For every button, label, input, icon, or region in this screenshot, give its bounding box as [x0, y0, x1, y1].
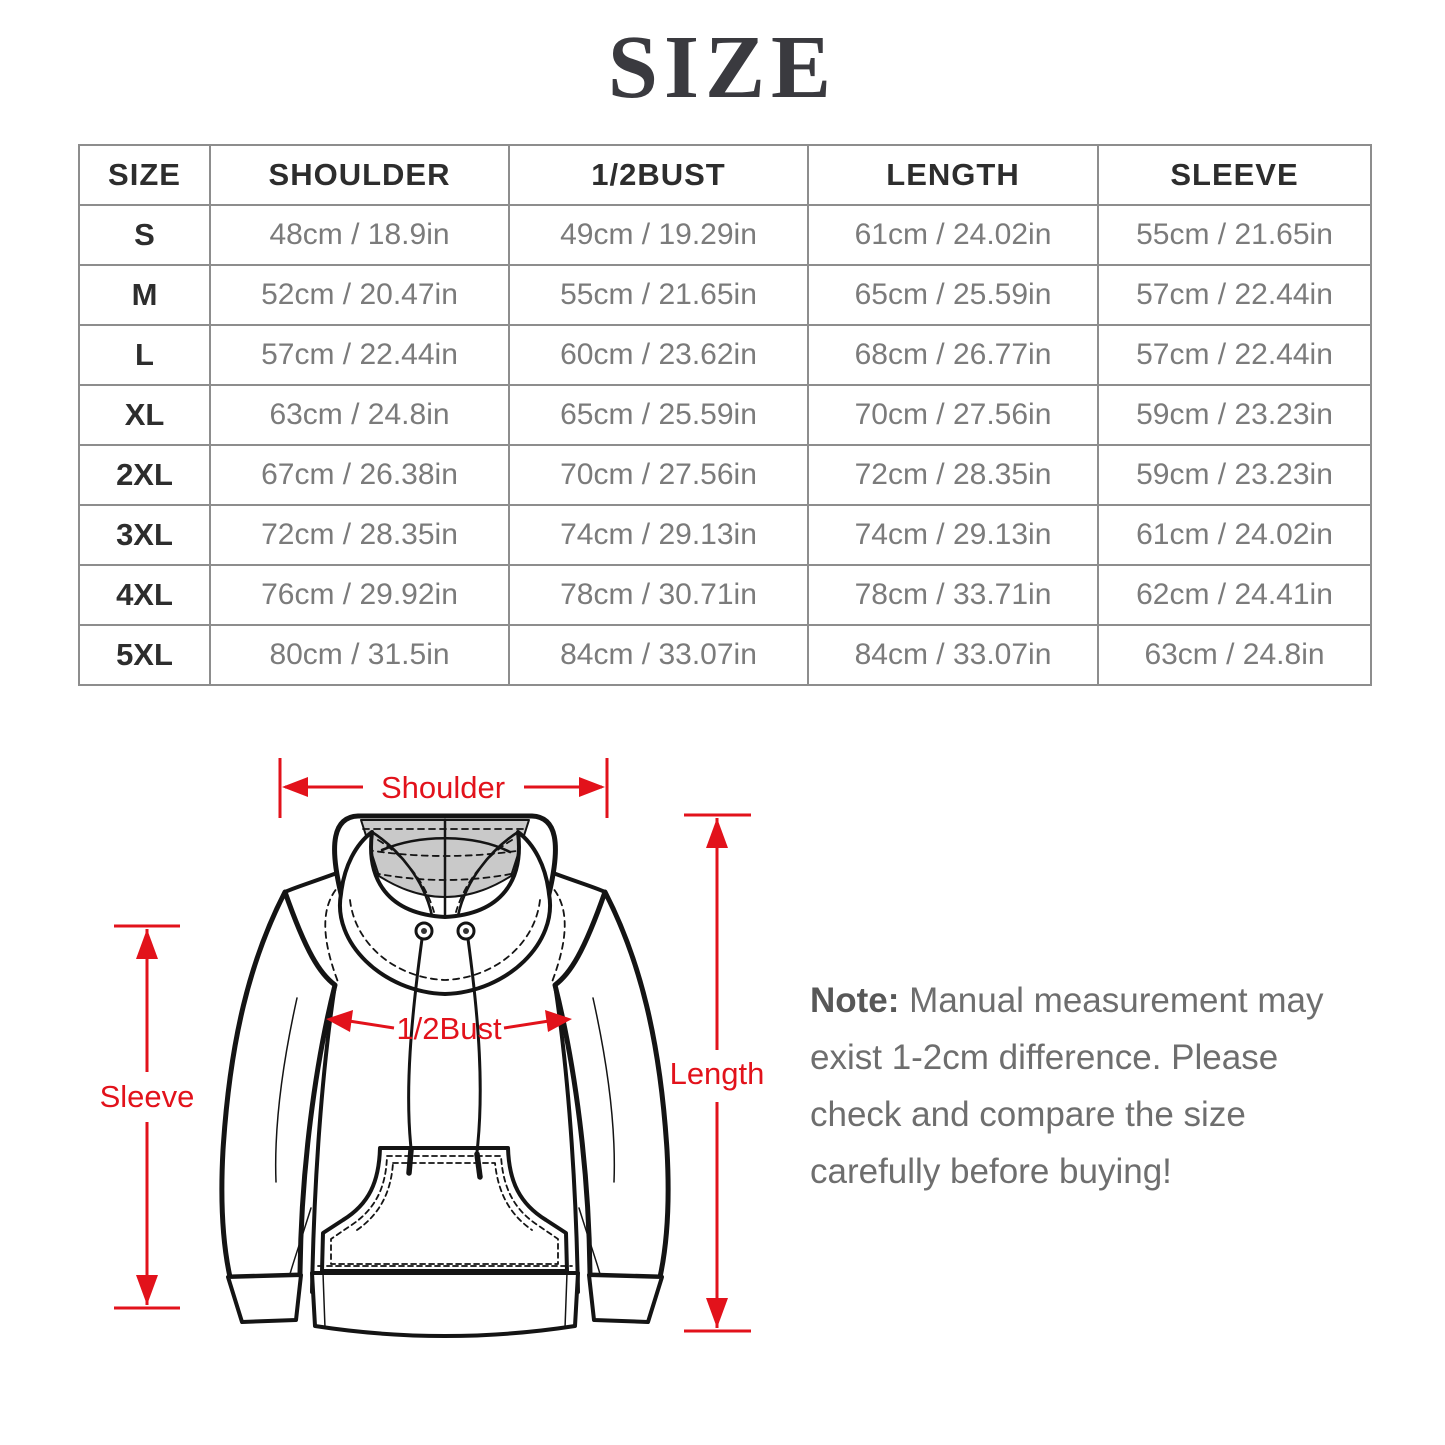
- table-row: M 52cm / 20.47in 55cm / 21.65in 65cm / 25.5…: [78, 264, 1372, 326]
- measurement-cell: 59cm / 23.23in: [1097, 444, 1372, 506]
- measurement-cell: 55cm / 21.65in: [1097, 204, 1372, 266]
- length-arrow: Length: [670, 813, 765, 1333]
- measurement-cell: 78cm / 33.71in: [807, 564, 1099, 626]
- hoodie-measurement-diagram: Shoulder Length Sleeve: [100, 758, 765, 1338]
- measurement-cell: 62cm / 24.41in: [1097, 564, 1372, 626]
- pocket-stitch: [330, 1155, 559, 1265]
- size-chart-table: SIZE SHOULDER 1/2BUST LENGTH SLEEVE S 48c…: [78, 144, 1372, 686]
- half-bust-arrow: 1/2Bust: [326, 1010, 572, 1046]
- size-label-cell: M: [78, 264, 211, 326]
- sleeve-arrow: Sleeve: [100, 924, 195, 1310]
- header-sleeve: SLEEVE: [1097, 144, 1372, 206]
- measurement-cell: 70cm / 27.56in: [508, 444, 809, 506]
- measurement-annotations: Shoulder Length Sleeve: [100, 758, 765, 1333]
- pocket-stitch-inner: [356, 1162, 533, 1231]
- waistband: [310, 1271, 580, 1338]
- measurement-cell: 84cm / 33.07in: [807, 624, 1099, 686]
- sleeve-label: Sleeve: [100, 1079, 195, 1114]
- drawstring-right: [466, 937, 482, 1154]
- note-line-3: check and compare the size: [810, 1095, 1246, 1134]
- measurement-cell: 84cm / 33.07in: [508, 624, 809, 686]
- shoulder-label: Shoulder: [381, 770, 505, 805]
- note-line-2: exist 1-2cm difference. Please: [810, 1038, 1279, 1077]
- size-label-cell: L: [78, 324, 211, 386]
- drawstring-right-aglet: [474, 1151, 483, 1180]
- measurement-cell: 60cm / 23.62in: [508, 324, 809, 386]
- size-label-cell: 3XL: [78, 504, 211, 566]
- measurement-cell: 63cm / 24.8in: [1097, 624, 1372, 686]
- measurement-note: Note: Manual measurement may exist 1-2cm…: [810, 972, 1370, 1200]
- note-line-1-text: Manual measurement may: [899, 981, 1324, 1020]
- size-table-body: S 48cm / 18.9in 49cm / 19.29in 61cm / 24.02…: [78, 204, 1372, 686]
- measurement-cell: 72cm / 28.35in: [209, 504, 510, 566]
- note-line-4: carefully before buying!: [810, 1152, 1172, 1191]
- drawstring-left-aglet: [406, 1147, 414, 1176]
- table-row: 4XL 76cm / 29.92in 78cm / 30.71in 78cm / 33…: [78, 564, 1372, 626]
- table-header-row: SIZE SHOULDER 1/2BUST LENGTH SLEEVE: [78, 144, 1372, 206]
- table-row: S 48cm / 18.9in 49cm / 19.29in 61cm / 24.02…: [78, 204, 1372, 266]
- raglan-stitch-left: [324, 881, 344, 983]
- right-sleeve-crease: [578, 997, 616, 1275]
- size-label-cell: XL: [78, 384, 211, 446]
- waistband-seams: [322, 1272, 568, 1329]
- measurement-cell: 67cm / 26.38in: [209, 444, 510, 506]
- table-row: 5XL 80cm / 31.5in 84cm / 33.07in 84cm / 33.…: [78, 624, 1372, 686]
- measurement-cell: 65cm / 25.59in: [807, 264, 1099, 326]
- drawstring-left: [407, 937, 424, 1150]
- table-row: L 57cm / 22.44in 60cm / 23.62in 68cm / 26.7…: [78, 324, 1372, 386]
- header-size: SIZE: [78, 144, 211, 206]
- table-row: XL 63cm / 24.8in 65cm / 25.59in 70cm / 27.5…: [78, 384, 1372, 446]
- header-length: LENGTH: [807, 144, 1099, 206]
- measurement-cell: 72cm / 28.35in: [807, 444, 1099, 506]
- size-label-cell: 2XL: [78, 444, 211, 506]
- measurement-cell: 76cm / 29.92in: [209, 564, 510, 626]
- left-sleeve-crease: [274, 997, 312, 1275]
- note-label: Note:: [810, 981, 900, 1020]
- table-row: 2XL 67cm / 26.38in 70cm / 27.56in 72cm / 28…: [78, 444, 1372, 506]
- measurement-cell: 70cm / 27.56in: [807, 384, 1099, 446]
- size-label-cell: 4XL: [78, 564, 211, 626]
- measurement-cell: 49cm / 19.29in: [508, 204, 809, 266]
- measurement-cell: 61cm / 24.02in: [807, 204, 1099, 266]
- measurement-cell: 68cm / 26.77in: [807, 324, 1099, 386]
- half-bust-label: 1/2Bust: [396, 1011, 502, 1046]
- grommet-right-hole: [463, 928, 469, 934]
- measurement-cell: 63cm / 24.8in: [209, 384, 510, 446]
- measurement-cell: 74cm / 29.13in: [807, 504, 1099, 566]
- measurement-cell: 57cm / 22.44in: [1097, 324, 1372, 386]
- collar-stitch: [349, 839, 541, 981]
- left-cuff: [226, 1273, 303, 1324]
- measurement-cell: 78cm / 30.71in: [508, 564, 809, 626]
- measurement-cell: 52cm / 20.47in: [209, 264, 510, 326]
- header-shoulder: SHOULDER: [209, 144, 510, 206]
- header-half-bust: 1/2BUST: [508, 144, 809, 206]
- measurement-cell: 48cm / 18.9in: [209, 204, 510, 266]
- measurement-cell: 55cm / 21.65in: [508, 264, 809, 326]
- measurement-cell: 59cm / 23.23in: [1097, 384, 1372, 446]
- measurement-cell: 57cm / 22.44in: [209, 324, 510, 386]
- measurement-cell: 61cm / 24.02in: [1097, 504, 1372, 566]
- measurement-cell: 65cm / 25.59in: [508, 384, 809, 446]
- size-label-cell: S: [78, 204, 211, 266]
- hood-inner-stitch: [362, 828, 528, 881]
- measurement-cell: 57cm / 22.44in: [1097, 264, 1372, 326]
- note-line-1: Note: Manual measurement may: [810, 972, 1370, 1029]
- shoulder-arrow: Shoulder: [278, 758, 609, 818]
- measurement-cell: 74cm / 29.13in: [508, 504, 809, 566]
- right-cuff: [587, 1273, 664, 1324]
- grommet-left-hole: [421, 928, 427, 934]
- raglan-stitch-right: [546, 881, 566, 983]
- hoodie-illustration: [219, 813, 671, 1338]
- collar-folds: [370, 830, 520, 918]
- table-row: 3XL 72cm / 28.35in 74cm / 29.13in 74cm / 29…: [78, 504, 1372, 566]
- size-label-cell: 5XL: [78, 624, 211, 686]
- page-title: SIZE: [607, 18, 838, 117]
- measurement-cell: 80cm / 31.5in: [209, 624, 510, 686]
- length-label: Length: [670, 1056, 765, 1091]
